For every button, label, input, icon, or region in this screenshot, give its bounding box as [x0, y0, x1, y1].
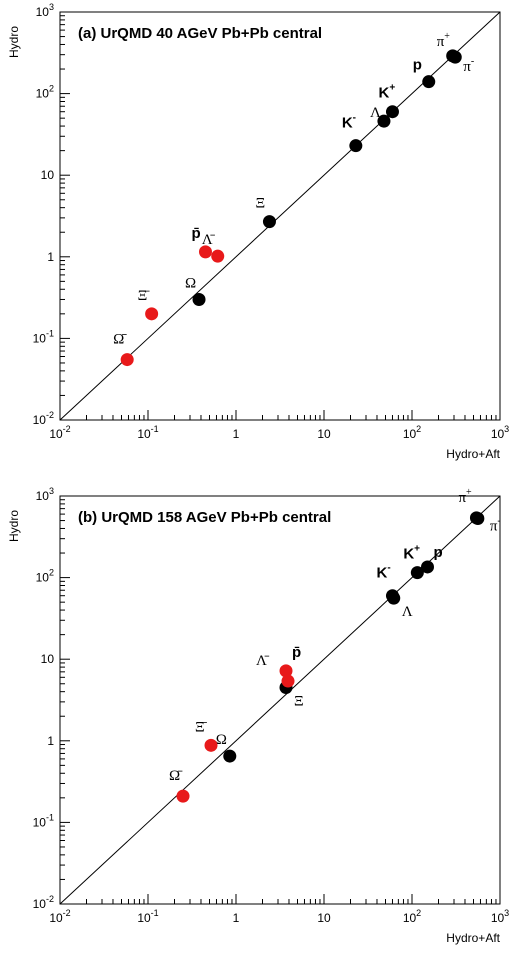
point-label: Ξ̄ — [195, 719, 208, 735]
data-point — [279, 664, 293, 678]
x-tick-label: 1 — [233, 427, 240, 441]
point-label: K+ — [403, 544, 420, 563]
y-axis-label: Hydro — [7, 26, 21, 58]
axis-ticks — [59, 15, 497, 421]
x-tick-label: 10-1 — [137, 424, 158, 441]
data-point — [262, 215, 276, 229]
y-tick-label: 10-1 — [33, 328, 54, 345]
chart-panel-a: 10-2 10-2 10-1 10-1 1 1 10 10 102 102 103 103 Hydro+… — [0, 0, 520, 483]
y-tick-label: 102 — [36, 84, 54, 101]
point-label: π- — [490, 515, 501, 534]
data-point — [223, 749, 237, 763]
y-tick-label: 103 — [36, 486, 54, 503]
point-label: Ω — [185, 275, 196, 291]
data-point — [145, 307, 159, 321]
data-point — [192, 292, 206, 306]
point-label: Ξ — [255, 196, 265, 212]
y-tick-label: 103 — [36, 2, 54, 19]
point-label: Ω̄ — [113, 332, 127, 348]
series-particles — [223, 511, 485, 763]
point-label: p — [433, 544, 442, 561]
point-label: K- — [376, 563, 390, 582]
series-antiparticles — [120, 245, 225, 367]
y-tick-label: 102 — [36, 568, 54, 585]
point-label: π+ — [458, 487, 472, 506]
point-label: Ξ̄ — [138, 288, 151, 304]
y-tick-label: 10-2 — [33, 894, 54, 911]
x-tick-label: 102 — [403, 908, 421, 925]
y-tick-label: 10-1 — [33, 812, 54, 829]
data-point — [176, 789, 190, 803]
data-point — [420, 560, 434, 574]
point-label: π+ — [437, 31, 451, 50]
x-tick-label: 10 — [317, 911, 331, 925]
x-tick-label: 103 — [491, 424, 509, 441]
chart-panel-b: 10-2 10-2 10-1 10-1 1 1 10 10 102 102 103 103 Hydro+… — [0, 484, 520, 967]
series-particles — [192, 49, 462, 306]
point-label: Λ — [370, 105, 381, 121]
data-point — [120, 353, 134, 367]
point-label: Λ — [402, 604, 413, 620]
y-tick-label: 10 — [41, 652, 55, 666]
x-tick-label: 10-1 — [137, 908, 158, 925]
chart-title: (b) UrQMD 158 AGeV Pb+Pb central — [78, 509, 331, 526]
point-label: p̄ — [191, 225, 200, 242]
x-tick-label: 1 — [233, 911, 240, 925]
data-point — [198, 245, 212, 259]
x-axis-label: Hydro+Aft — [446, 447, 500, 461]
data-point — [211, 249, 225, 263]
plot-frame — [59, 11, 501, 421]
point-label: Ξ — [294, 693, 304, 709]
y-axis-label: Hydro — [7, 510, 21, 542]
point-label: Ω̄ — [169, 768, 183, 784]
data-point — [471, 511, 485, 525]
point-label: π- — [463, 56, 474, 75]
y-tick-label: 1 — [47, 734, 54, 748]
data-point — [422, 75, 436, 89]
x-tick-label: 10 — [317, 427, 331, 441]
data-point — [410, 566, 424, 580]
point-label: Λ̄ — [202, 232, 216, 248]
chart-b-svg: 10-210-2 10-1 10-1 1 1 10 10 102 102 103 103 Hydro+… — [7, 486, 509, 945]
y-tick-label: 1 — [47, 250, 54, 264]
point-label: p̄ — [292, 644, 301, 661]
point-label: K+ — [378, 83, 395, 102]
series-antiparticles — [176, 664, 295, 803]
chart-title: (a) UrQMD 40 AGeV Pb+Pb central — [78, 25, 322, 42]
point-label: p — [413, 57, 422, 74]
x-tick-label: 102 — [403, 424, 421, 441]
x-axis-label: Hydro+Aft — [446, 931, 500, 945]
x-tick-label: 103 — [491, 908, 509, 925]
data-point — [387, 591, 401, 605]
data-point — [204, 738, 218, 752]
x-tick-label: 10-2 — [49, 908, 70, 925]
x-tick-label: 10-2 — [49, 424, 70, 441]
axis-ticks — [59, 499, 497, 905]
point-label: Ω — [216, 732, 227, 748]
data-point — [349, 139, 363, 153]
data-point — [448, 50, 462, 64]
data-point — [281, 674, 295, 688]
chart-a-svg: 10-210-2 10-1 10-1 1 1 10 10 102 102 103 103 Hydro+… — [7, 2, 509, 461]
point-label: K- — [342, 113, 356, 132]
plot-frame — [59, 495, 501, 905]
data-point — [377, 114, 391, 128]
data-point — [385, 105, 399, 119]
y-tick-label: 10-2 — [33, 410, 54, 427]
y-tick-label: 10 — [41, 168, 55, 182]
point-label: Λ̄ — [256, 653, 270, 669]
